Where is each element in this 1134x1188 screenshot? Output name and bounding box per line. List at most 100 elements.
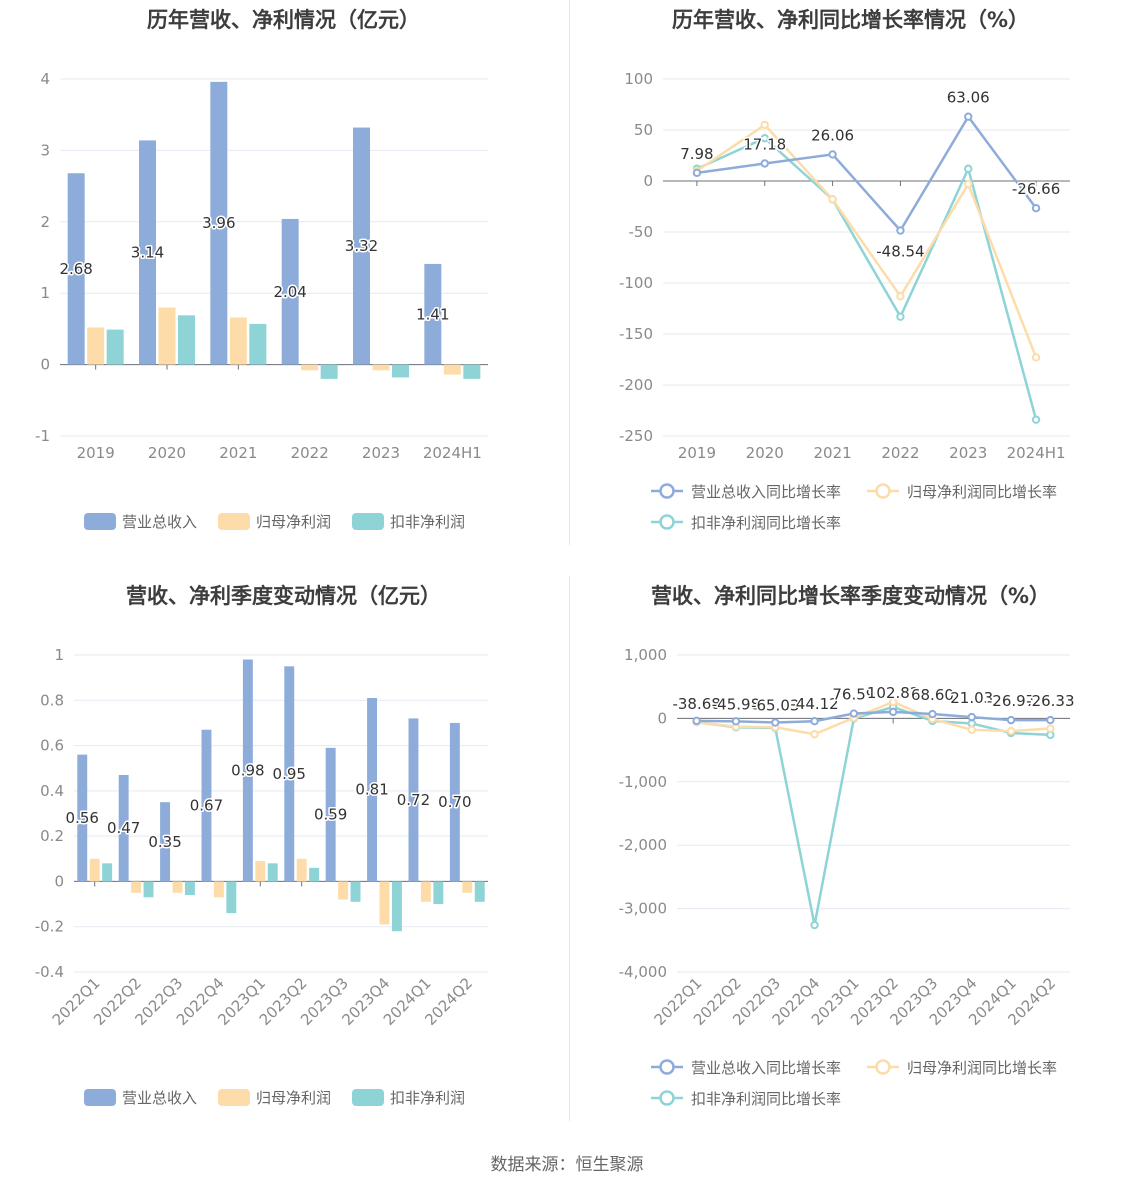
data-point — [1047, 717, 1053, 723]
legend-label: 营业总收入同比增长率 — [691, 483, 841, 501]
panel-annual-growth: 历年营收、净利同比增长率情况（%） -250 -200 -150 -100 -50 0 50… — [567, 0, 1134, 560]
y-tick-label: -1 — [35, 427, 50, 445]
series-line — [697, 707, 1051, 925]
legend-label: 营业总收入 — [122, 513, 197, 531]
annual-growth-chart: -250 -200 -150 -100 -50 0 50 100 2019 2020 2021 202… — [567, 0, 1134, 560]
y-tick-label: 2 — [40, 213, 50, 231]
legend-label: 营业总收入同比增长率 — [691, 1059, 841, 1077]
legend-label: 归母净利润同比增长率 — [907, 483, 1057, 501]
y-tick-label: -0.2 — [35, 918, 64, 936]
y-tick-label: -3,000 — [619, 900, 667, 918]
data-point — [969, 727, 975, 733]
y-tick-label: 50 — [634, 121, 653, 139]
y-tick-label: 0.6 — [40, 737, 64, 755]
bar — [87, 327, 104, 364]
x-tick-label: 2023 — [362, 444, 400, 462]
legend-swatch — [218, 513, 250, 530]
bar — [444, 365, 461, 375]
data-label: 0.47 — [107, 819, 140, 837]
data-point — [929, 711, 935, 717]
panel-quarterly-growth: 营收、净利同比增长率季度变动情况（%） -4,000 -3,000 -2,000 -1… — [567, 576, 1134, 1136]
data-label: 3.32 — [345, 237, 378, 255]
legend-label: 扣非净利润 — [390, 513, 465, 531]
data-label: -26.66 — [1012, 180, 1060, 198]
bar — [309, 868, 319, 882]
data-label: 0.81 — [355, 781, 388, 799]
data-label: 2.04 — [273, 283, 306, 301]
x-tick-label: 2024H1 — [423, 444, 482, 462]
bar — [462, 881, 472, 892]
bar — [380, 881, 390, 924]
y-tick-label: 0 — [40, 356, 50, 374]
data-point — [811, 922, 817, 928]
y-tick-label: 0 — [54, 872, 64, 890]
x-tick-label: 2024H1 — [1007, 444, 1066, 462]
legend-label: 归母净利润 — [256, 513, 331, 531]
y-tick-label: 4 — [40, 70, 50, 88]
bar — [433, 881, 443, 904]
data-point — [890, 709, 896, 715]
legend-label: 扣非净利润同比增长率 — [691, 1090, 841, 1108]
data-label: 17.18 — [743, 135, 786, 153]
y-tick-label: -4,000 — [619, 963, 667, 981]
y-tick-label: -1,000 — [619, 773, 667, 791]
x-tick-label: 2019 — [77, 444, 115, 462]
legend-marker — [661, 1092, 674, 1105]
bar — [301, 365, 318, 371]
bar — [102, 863, 112, 881]
y-tick-label: 1 — [54, 646, 64, 664]
data-label: 1.41 — [416, 305, 449, 323]
y-tick-label: -150 — [619, 325, 653, 343]
y-tick-label: 0.2 — [40, 827, 64, 845]
bar — [185, 881, 195, 895]
x-tick-label: 2021 — [813, 444, 851, 462]
legend-marker — [877, 485, 890, 498]
x-tick-label: 2019 — [678, 444, 716, 462]
data-point — [829, 151, 835, 157]
bar — [338, 881, 348, 899]
data-point — [811, 731, 817, 737]
bar — [159, 307, 176, 364]
bar — [90, 859, 100, 882]
bar — [255, 861, 265, 881]
bar — [351, 881, 361, 901]
data-label: 63.06 — [947, 89, 990, 107]
data-point — [762, 160, 768, 166]
bar — [230, 317, 247, 364]
data-point — [1008, 728, 1014, 734]
y-tick-label: 1 — [40, 284, 50, 302]
quarterly-revenue-chart: -0.4-0.200.20.40.60.812022Q12022Q22022Q3… — [0, 576, 567, 1136]
y-tick-label: -50 — [629, 223, 654, 241]
legend-swatch — [84, 1089, 116, 1106]
data-point — [829, 196, 835, 202]
y-tick-label: -200 — [619, 376, 653, 394]
data-label: 0.35 — [148, 833, 181, 851]
y-tick-label: 3 — [40, 141, 50, 159]
bar — [226, 881, 236, 913]
legend-label: 营业总收入 — [122, 1089, 197, 1107]
data-point — [1033, 205, 1039, 211]
y-tick-label: 100 — [624, 70, 653, 88]
legend-label: 扣非净利润同比增长率 — [691, 514, 841, 532]
panel-quarterly-revenue: 营收、净利季度变动情况（亿元） -0.4 -0.2 0 0.2 0.4 0.6 0.8 1 20… — [0, 576, 567, 1136]
data-point — [1008, 717, 1014, 723]
data-point — [694, 170, 700, 176]
data-point — [733, 718, 739, 724]
x-tick-label: 2022 — [881, 444, 919, 462]
divider — [569, 0, 570, 545]
y-tick-label: -2,000 — [619, 836, 667, 854]
legend-marker — [877, 1061, 890, 1074]
y-tick-label: -0.4 — [35, 963, 64, 981]
data-label: 0.98 — [231, 761, 264, 779]
y-tick-label: 0 — [643, 172, 653, 190]
data-point — [897, 313, 903, 319]
data-point — [1047, 725, 1053, 731]
data-point — [1033, 416, 1039, 422]
bar — [321, 365, 338, 379]
bar — [475, 881, 485, 901]
data-label: 0.95 — [273, 765, 306, 783]
bar — [297, 859, 307, 882]
data-label: 0.59 — [314, 806, 347, 824]
bar — [249, 324, 266, 365]
bar — [107, 330, 124, 365]
